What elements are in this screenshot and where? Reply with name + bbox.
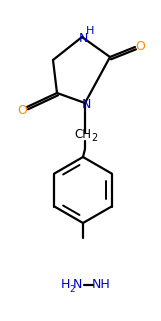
Text: H: H [86, 26, 94, 36]
Text: 2: 2 [69, 284, 75, 293]
Text: N: N [72, 279, 82, 291]
Text: O: O [135, 39, 145, 53]
Text: N: N [81, 98, 91, 110]
Text: H: H [60, 279, 70, 291]
Text: O: O [17, 103, 27, 117]
Text: NH: NH [92, 279, 110, 291]
Text: 2: 2 [91, 133, 97, 143]
Text: N: N [78, 31, 88, 45]
Text: CH: CH [75, 127, 91, 141]
